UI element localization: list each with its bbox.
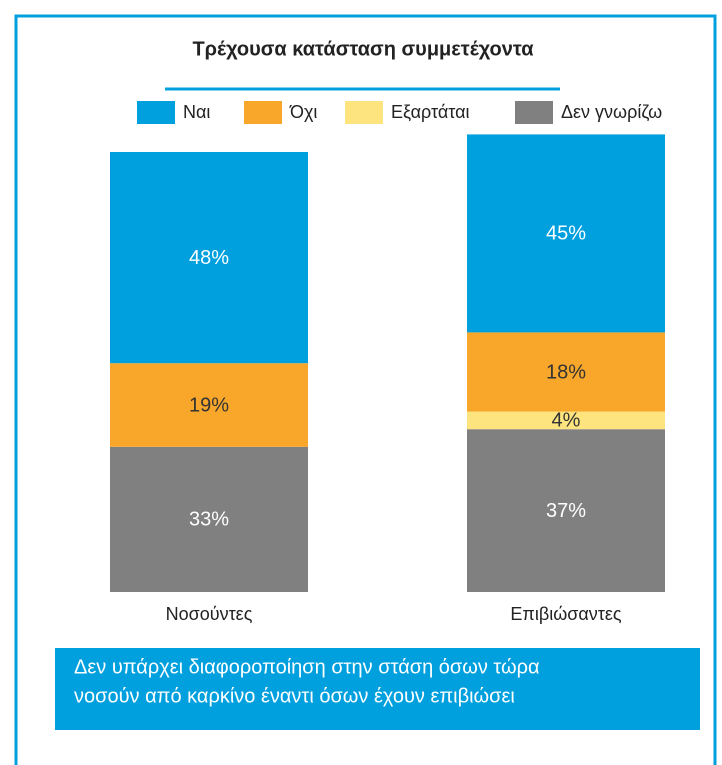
bar-segment bbox=[467, 411, 665, 430]
legend-label: Όχι bbox=[289, 102, 317, 122]
legend-label: Εξαρτάται bbox=[391, 102, 470, 122]
x-tick-label: Επιβιώσαντες bbox=[510, 604, 621, 624]
legend-swatch bbox=[137, 101, 175, 124]
data-label: 45% bbox=[546, 223, 586, 245]
note-line: Δεν υπάρχει διαφοροποίηση στην στάση όσω… bbox=[74, 656, 540, 678]
bar-segment bbox=[467, 332, 665, 412]
chart-title: Τρέχουσα κατάσταση συμμετέχοντα bbox=[192, 38, 534, 60]
frame bbox=[14, 14, 717, 765]
bar-segment bbox=[110, 152, 308, 364]
bar-segment bbox=[110, 363, 308, 447]
legend-label: Δεν γνωρίζω bbox=[561, 102, 662, 122]
data-label: 33% bbox=[189, 509, 229, 531]
legend-label: Ναι bbox=[183, 102, 210, 122]
data-label: 4% bbox=[552, 410, 581, 432]
bar-segment bbox=[467, 429, 665, 592]
bar-segment bbox=[467, 134, 665, 333]
data-label: 18% bbox=[546, 361, 586, 383]
legend-swatch bbox=[345, 101, 383, 124]
bar-segment bbox=[110, 446, 308, 592]
data-label: 48% bbox=[189, 247, 229, 269]
legend-swatch bbox=[244, 101, 282, 124]
x-tick-label: Νοσούντες bbox=[166, 604, 253, 624]
note-line: νοσούν από καρκίνο έναντι όσων έχουν επι… bbox=[74, 685, 515, 707]
legend-swatch bbox=[515, 101, 553, 124]
data-label: 37% bbox=[546, 500, 586, 522]
note-box bbox=[55, 648, 700, 730]
data-label: 19% bbox=[189, 394, 229, 416]
